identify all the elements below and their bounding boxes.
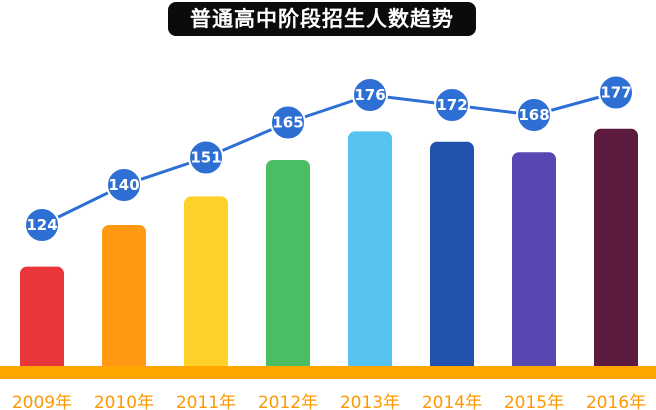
point-marker [598,74,634,111]
bar-2010年 [102,225,146,376]
x-tick-label: 2012年 [258,393,318,410]
point-marker [106,167,142,203]
data-label: 172 [436,96,467,114]
bar-2014年 [430,141,474,376]
data-label: 124 [26,216,57,234]
x-tick-label: 2013年 [340,393,400,410]
x-tick-label: 2016年 [586,393,646,410]
x-tick-label: 2011年 [176,393,236,410]
chart-title: 普通高中阶段招生人数趋势 [168,2,476,36]
bars-group [20,128,638,376]
data-label: 140 [108,176,139,194]
data-label: 168 [518,106,549,124]
point-marker [352,77,388,113]
bar-2009年 [20,266,64,376]
bar-2015年 [512,152,556,376]
data-label: 151 [190,149,221,167]
bar-2013年 [348,131,392,376]
x-tick-label: 2010年 [94,393,154,410]
data-label: 177 [600,84,631,102]
data-label: 165 [272,114,303,132]
data-label: 176 [354,86,385,104]
point-marker [24,207,60,243]
point-marker [270,104,306,141]
point-marker [434,87,470,123]
x-tick-label: 2014年 [422,393,482,410]
x-tick-label: 2009年 [12,393,72,410]
x-axis-baseline [0,366,656,379]
bar-2016年 [594,128,638,376]
bar-2011年 [184,196,228,376]
x-tick-label: 2015年 [504,393,564,410]
bar-2012年 [266,160,310,376]
x-tick-labels: 2009年 2010年 2011年 2012年 2013年 2014年 2015年 2016年 [12,393,646,410]
point-marker [516,97,552,133]
trend-points: 124 140 151 165 176 172 168 177 [24,74,634,243]
point-marker [188,139,224,176]
